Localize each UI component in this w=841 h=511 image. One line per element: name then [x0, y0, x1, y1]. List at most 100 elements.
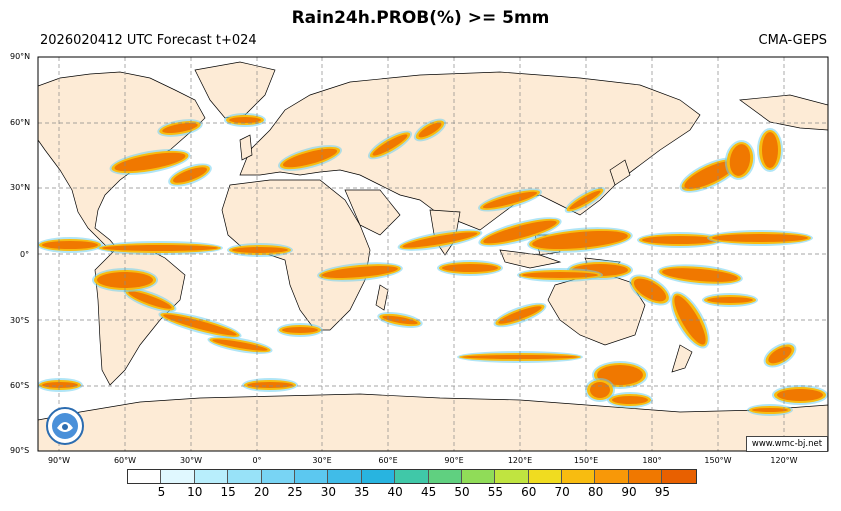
lon-label: 60°E [378, 456, 398, 465]
british-isles [239, 134, 253, 161]
precip-band [413, 118, 447, 142]
colorbar-segment [628, 470, 663, 483]
colorbar-segment [161, 470, 195, 483]
colorbar-tick-label: 90 [621, 485, 637, 499]
precip-band-core [498, 306, 542, 324]
colorbar-tick-label: 70 [554, 485, 570, 499]
precip-band-core [212, 339, 268, 351]
colorbar-tick-label: 30 [320, 485, 337, 499]
precip-band-core [597, 365, 643, 385]
precip-band [278, 145, 342, 171]
precip-band-core [418, 122, 442, 138]
precip-band-core [522, 272, 598, 278]
map-frame [37, 56, 829, 452]
new-zealand [671, 344, 693, 373]
colorbar-segment [562, 470, 596, 483]
precip-band [757, 128, 783, 172]
precip-band-core [777, 389, 823, 401]
colorbar-segment [595, 470, 629, 483]
precip-band-core [229, 117, 261, 123]
precip-band [527, 227, 633, 253]
colorbar-segment [395, 470, 429, 483]
chart-title: Rain24h.PROB(%) >= 5mm [291, 8, 550, 28]
lat-label: 0° [20, 250, 30, 259]
precip-band-core [684, 161, 736, 189]
precip-band-core [402, 232, 478, 248]
lat-label: 60°S [10, 381, 30, 390]
colorbar-tick-label: 40 [387, 485, 403, 499]
precip-band [92, 268, 158, 292]
lon-label: 90°W [47, 456, 71, 465]
precip-band-core [482, 191, 538, 209]
precip-band-core [42, 382, 78, 388]
precip-band [377, 312, 423, 328]
precip-band-core [382, 315, 418, 325]
colorbar-tick-label: 15 [220, 485, 236, 499]
lat-label: 60°N [10, 118, 31, 127]
colorbar [127, 469, 697, 484]
colorbar-tick-label: 5 [157, 485, 166, 499]
precip-band-core [322, 266, 398, 278]
precip-band-core [442, 264, 498, 272]
precip-band-core [232, 247, 288, 253]
colorbar-tick-label: 10 [187, 485, 203, 499]
precip-band [397, 229, 483, 251]
precip-band [679, 157, 741, 193]
colorbar-tick-label: 45 [420, 485, 437, 499]
precip-band-core [97, 272, 153, 288]
lon-label: 30°E [312, 456, 332, 465]
precip-band-core [462, 355, 578, 359]
website-link[interactable]: www.wmc-bj.net [746, 436, 828, 452]
colorbar-segment [662, 470, 696, 483]
precip-band [585, 378, 615, 402]
precip-band-core [128, 291, 172, 309]
japan [609, 159, 631, 186]
colorbar-segment [294, 470, 329, 483]
lon-label: 120°W [770, 456, 798, 465]
precip-band-core [172, 167, 208, 183]
lon-label: 0° [252, 456, 262, 465]
precip-band [437, 260, 503, 276]
precip-band-core [282, 327, 318, 333]
cma-logo-icon [46, 407, 84, 445]
colorbar-tick-label: 20 [253, 485, 270, 499]
precip-band [702, 293, 758, 307]
precip-band [38, 378, 83, 392]
greenland [194, 61, 276, 119]
precip-band [317, 262, 403, 282]
colorbar-tick-label: 50 [454, 485, 470, 499]
colorbar-tick-label: 95 [654, 485, 671, 499]
colorbar-tick-label: 60 [521, 485, 537, 499]
precip-band [657, 264, 743, 286]
precip-band [607, 392, 653, 408]
lon-label: 60°W [113, 456, 137, 465]
run-info: 2026020412 UTC Forecast t+024 [40, 33, 257, 48]
colorbar-segment [261, 470, 295, 483]
colorbar-segment [328, 470, 362, 483]
precip-band [277, 323, 323, 337]
precip-band-core [633, 278, 667, 302]
colorbar-tick-label: 35 [354, 485, 370, 499]
madagascar [375, 284, 389, 311]
precip-band [724, 140, 756, 180]
precip-band [592, 361, 648, 389]
precip-band [207, 336, 273, 354]
precip-band-core [532, 230, 628, 250]
precip-band-core [712, 234, 808, 242]
colorbar-segment [528, 470, 563, 483]
precip-band [224, 113, 266, 127]
precip-band-core [642, 236, 718, 244]
precip-band [168, 163, 212, 187]
precip-band-core [729, 144, 751, 176]
precip-band [637, 232, 723, 248]
colorbar-segment [495, 470, 529, 483]
lon-label: 90°E [444, 456, 464, 465]
arabia [344, 189, 401, 236]
precip-band [517, 268, 603, 282]
precip-band-core [162, 122, 198, 134]
precip-band-core [247, 382, 293, 388]
colorbar-segment [228, 470, 262, 483]
precip-band [629, 274, 671, 306]
precip-band [367, 130, 413, 160]
